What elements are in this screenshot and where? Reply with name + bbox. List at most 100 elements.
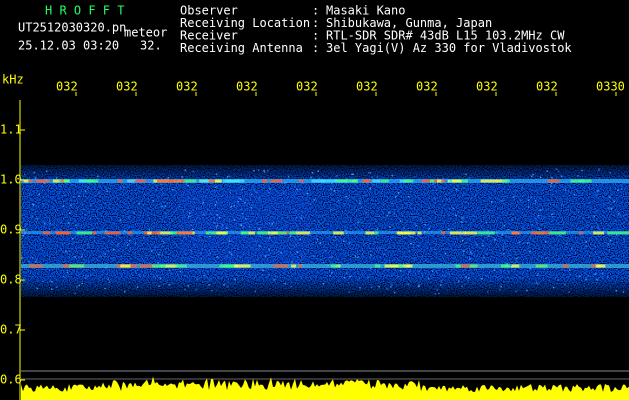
speckle (223, 284, 225, 286)
echo (176, 231, 193, 235)
speckle (593, 215, 596, 218)
speckle (310, 176, 312, 179)
speckle (200, 257, 202, 260)
echo (330, 264, 339, 268)
speckle (380, 178, 382, 180)
echo (248, 231, 256, 235)
speckle (273, 279, 276, 281)
speckle (157, 262, 159, 264)
speckle (143, 237, 145, 239)
speckle (185, 182, 188, 185)
speckle (386, 215, 389, 217)
y-unit: kHz (2, 73, 24, 87)
speckle (528, 206, 530, 208)
speckle (161, 205, 163, 208)
speckle (486, 233, 489, 235)
speckle (248, 226, 251, 228)
speckle (617, 189, 619, 191)
x-tick-label: 032 (416, 80, 438, 94)
echo (128, 179, 146, 183)
echo (345, 179, 358, 183)
signal-band (21, 264, 629, 268)
speckle (40, 246, 43, 249)
speckle (311, 172, 314, 174)
echo (55, 231, 69, 235)
speckle (187, 285, 189, 287)
speckle (32, 204, 35, 206)
speckle (50, 288, 53, 291)
speckle (216, 224, 219, 227)
speckle (368, 172, 370, 174)
echo (240, 231, 246, 235)
speckle (517, 232, 520, 235)
speckle (462, 250, 465, 252)
speckle (448, 273, 450, 275)
echo (615, 231, 629, 235)
echo (234, 264, 251, 268)
speckle (188, 212, 191, 214)
speckle (215, 226, 218, 229)
count: 32. (140, 39, 162, 53)
speckle (403, 227, 406, 230)
speckle (237, 201, 239, 203)
speckle (623, 239, 626, 241)
echo (152, 264, 166, 268)
speckle (175, 179, 178, 182)
speckle (210, 182, 212, 184)
speckle (487, 235, 489, 237)
speckle (191, 228, 194, 231)
echo (545, 231, 551, 235)
speckle (272, 221, 275, 223)
speckle (33, 171, 36, 174)
x-tick-label: 032 (56, 80, 78, 94)
speckle (193, 244, 195, 246)
echo (607, 231, 616, 235)
speckle (258, 196, 261, 199)
speckle (493, 269, 496, 271)
speckle (585, 278, 587, 281)
speckle (593, 265, 595, 268)
speckle (571, 247, 573, 250)
speckle (301, 263, 304, 266)
speckle (319, 242, 322, 244)
spectrogram (21, 165, 629, 297)
speckle (345, 229, 347, 232)
echo (273, 264, 288, 268)
speckle (461, 285, 463, 288)
speckle (370, 254, 372, 256)
speckle (507, 229, 510, 231)
speckle (74, 256, 76, 258)
speckle (586, 275, 589, 277)
speckle (359, 287, 361, 289)
speckle (132, 229, 135, 232)
speckle (264, 255, 267, 257)
speckle (436, 289, 438, 292)
speckle (329, 257, 331, 259)
speckle (473, 215, 476, 218)
echo (460, 264, 478, 268)
speckle (59, 185, 62, 188)
speckle (545, 257, 547, 260)
speckle (393, 212, 396, 215)
speckle (287, 175, 290, 178)
speckle (117, 243, 119, 246)
speckle (333, 189, 336, 192)
speckle (461, 231, 463, 234)
speckle (230, 205, 232, 208)
speckle (310, 203, 312, 206)
echo (164, 264, 178, 268)
speckle (503, 252, 505, 255)
echo (464, 231, 478, 235)
echo (374, 264, 381, 268)
speckle (254, 240, 257, 243)
speckle (558, 234, 561, 237)
y-tick-label: 1.0 (0, 173, 22, 187)
speckle (238, 197, 241, 200)
speckle (516, 257, 518, 260)
speckle (178, 205, 181, 208)
speckle (503, 225, 505, 227)
speckle (331, 183, 333, 185)
speckle (431, 270, 434, 273)
speckle (147, 179, 150, 182)
echo (570, 179, 585, 183)
